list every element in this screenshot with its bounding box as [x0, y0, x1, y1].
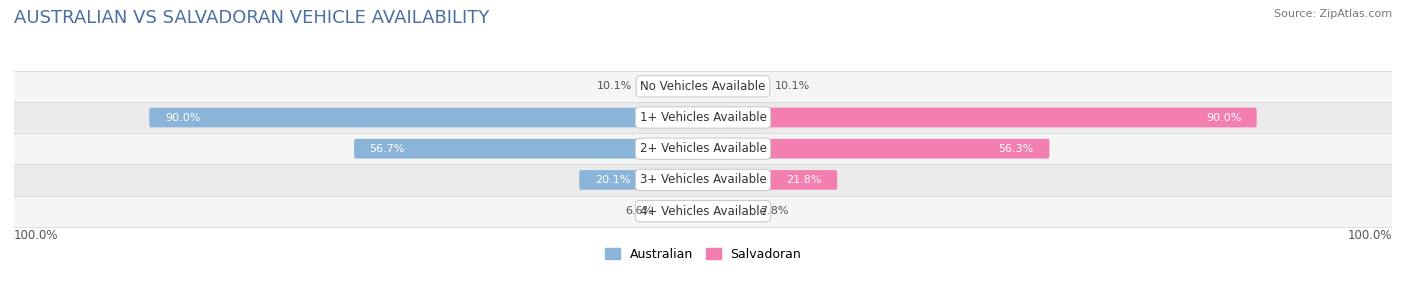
FancyBboxPatch shape: [641, 76, 703, 96]
Bar: [14, 164, 1392, 196]
Text: 21.8%: 21.8%: [786, 175, 821, 185]
FancyBboxPatch shape: [703, 139, 1049, 158]
Text: No Vehicles Available: No Vehicles Available: [640, 80, 766, 93]
Text: 100.0%: 100.0%: [1347, 229, 1392, 242]
Text: 7.8%: 7.8%: [761, 206, 789, 216]
Text: 10.1%: 10.1%: [775, 81, 810, 91]
FancyBboxPatch shape: [149, 108, 703, 127]
FancyBboxPatch shape: [703, 170, 837, 190]
Text: 56.3%: 56.3%: [998, 144, 1033, 154]
Text: 56.7%: 56.7%: [370, 144, 405, 154]
Bar: [14, 133, 1392, 164]
FancyBboxPatch shape: [662, 201, 703, 221]
Text: 2+ Vehicles Available: 2+ Vehicles Available: [640, 142, 766, 155]
Text: 3+ Vehicles Available: 3+ Vehicles Available: [640, 173, 766, 186]
FancyBboxPatch shape: [579, 170, 703, 190]
Text: 10.1%: 10.1%: [596, 81, 631, 91]
Legend: Australian, Salvadoran: Australian, Salvadoran: [600, 243, 806, 266]
FancyBboxPatch shape: [703, 201, 751, 221]
Text: 100.0%: 100.0%: [14, 229, 59, 242]
Text: 6.6%: 6.6%: [624, 206, 654, 216]
Text: Source: ZipAtlas.com: Source: ZipAtlas.com: [1274, 9, 1392, 19]
Bar: [14, 71, 1392, 102]
Text: 1+ Vehicles Available: 1+ Vehicles Available: [640, 111, 766, 124]
Text: 90.0%: 90.0%: [1206, 112, 1241, 122]
FancyBboxPatch shape: [703, 108, 1257, 127]
Text: 20.1%: 20.1%: [595, 175, 630, 185]
FancyBboxPatch shape: [703, 76, 765, 96]
Bar: [14, 102, 1392, 133]
Text: 4+ Vehicles Available: 4+ Vehicles Available: [640, 204, 766, 218]
Bar: [14, 196, 1392, 227]
FancyBboxPatch shape: [354, 139, 703, 158]
Text: 90.0%: 90.0%: [165, 112, 200, 122]
Text: AUSTRALIAN VS SALVADORAN VEHICLE AVAILABILITY: AUSTRALIAN VS SALVADORAN VEHICLE AVAILAB…: [14, 9, 489, 27]
